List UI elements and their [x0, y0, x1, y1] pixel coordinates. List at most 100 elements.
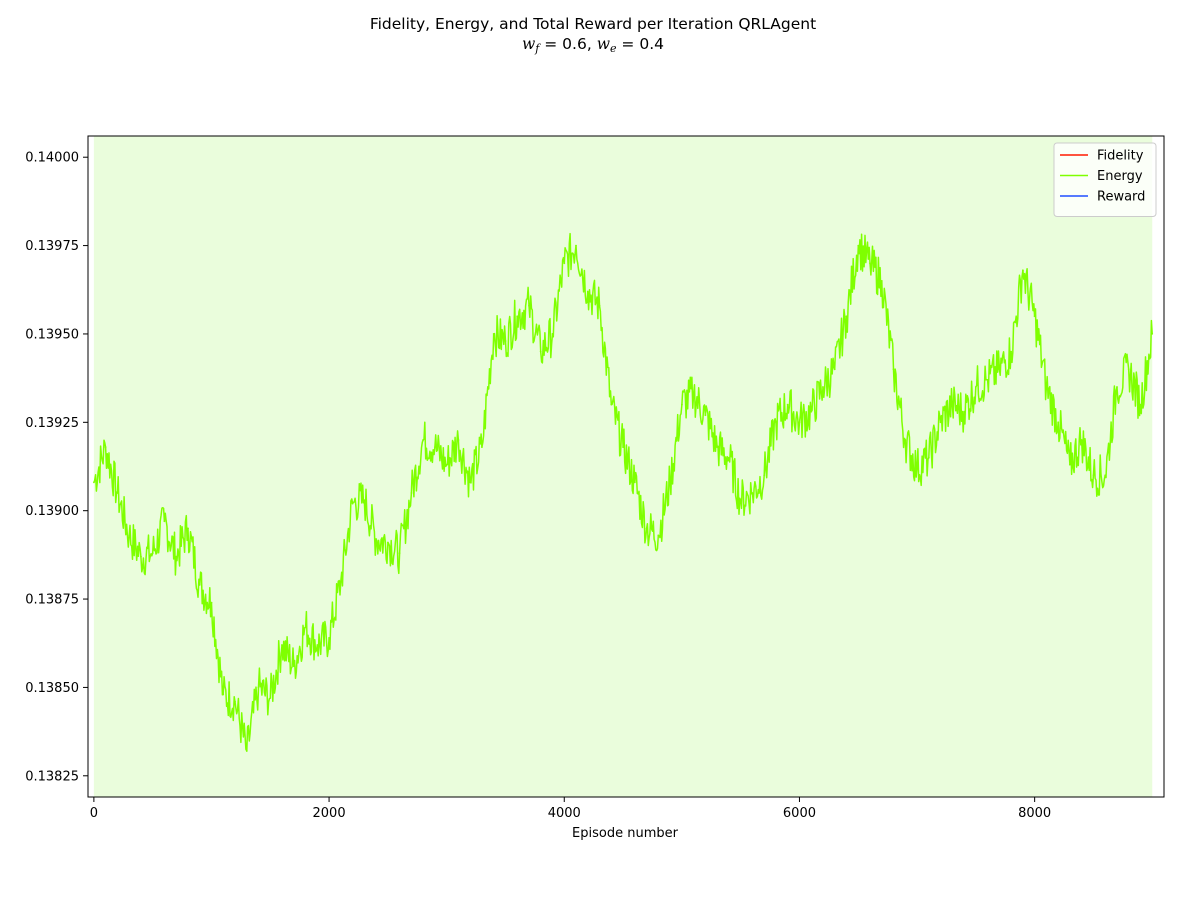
data-point — [598, 304, 601, 307]
data-point — [1069, 463, 1071, 466]
data-point — [822, 386, 824, 388]
data-point — [551, 333, 554, 335]
y-tick-label: 0.13950 — [25, 327, 79, 342]
data-point — [1151, 333, 1154, 335]
data-point — [810, 410, 813, 413]
wf-value: = 0.6, — [539, 35, 597, 53]
data-point — [104, 446, 107, 448]
ticks-layer: 0 2000 4000 6000 8000 0.13825 0.13850 0.13875 0.… — [25, 151, 1051, 821]
data-point — [1057, 421, 1060, 424]
y-tick-label: 0.13875 — [25, 593, 79, 608]
data-point — [892, 368, 895, 371]
data-point — [187, 527, 189, 530]
legend-label-energy: Energy — [1097, 169, 1143, 184]
data-point — [974, 386, 977, 388]
data-point — [869, 262, 871, 265]
data-point — [445, 463, 448, 466]
data-point — [163, 520, 166, 523]
data-point — [422, 439, 424, 441]
data-point — [492, 333, 495, 335]
data-point — [586, 290, 589, 293]
data-point — [1045, 386, 1048, 388]
axes-layer — [87, 135, 1165, 798]
x-tick-label: 4000 — [548, 806, 581, 821]
data-point — [751, 492, 754, 494]
data-point — [904, 439, 907, 441]
legend-label-reward: Reward — [1097, 190, 1145, 205]
data-point — [363, 499, 366, 501]
data-point — [763, 474, 766, 477]
data-point — [269, 697, 272, 699]
data-point — [539, 350, 542, 353]
data-point — [469, 481, 472, 484]
data-point — [998, 368, 1001, 371]
data-point — [916, 467, 918, 470]
y-tick-label: 0.13825 — [25, 769, 79, 784]
x-tick-label: 6000 — [783, 806, 816, 821]
data-point — [575, 244, 577, 247]
data-point — [116, 492, 119, 494]
axes-frame — [87, 135, 1165, 798]
data-point — [657, 534, 660, 537]
data-point — [1139, 403, 1142, 406]
x-tick-label: 2000 — [313, 806, 346, 821]
y-tick-label: 0.14000 — [25, 151, 79, 166]
data-point — [434, 446, 436, 448]
data-point — [257, 686, 260, 689]
data-point — [504, 340, 507, 342]
data-point — [316, 644, 319, 646]
we-value: = 0.4 — [616, 35, 664, 53]
data-point — [775, 421, 777, 424]
data-point — [528, 304, 530, 307]
shaded-region — [93, 136, 1153, 797]
data-point — [222, 693, 225, 696]
y-tick-label: 0.13925 — [25, 416, 79, 431]
data-point — [739, 499, 742, 501]
data-point — [398, 552, 401, 554]
x-tick-label: 0 — [90, 806, 98, 821]
data-point — [633, 481, 636, 484]
wf-subscript: f — [535, 42, 540, 55]
data-point — [645, 527, 648, 530]
data-point — [845, 315, 848, 318]
data-point — [833, 368, 836, 371]
data-point — [375, 538, 377, 540]
data-point — [716, 446, 718, 448]
data-point — [1092, 474, 1095, 477]
data-point — [93, 481, 95, 484]
data-point — [481, 446, 483, 448]
data-point — [198, 584, 201, 586]
x-tick-label: 8000 — [1018, 806, 1051, 821]
data-point — [1033, 315, 1036, 318]
wf-symbol: w — [521, 35, 536, 53]
legend: Fidelity Energy Reward — [1053, 142, 1157, 217]
data-point — [1104, 474, 1107, 477]
data-point — [128, 534, 131, 537]
data-point — [351, 502, 354, 505]
data-point — [728, 456, 730, 459]
data-point — [704, 414, 707, 417]
data-point — [798, 421, 801, 424]
data-point — [292, 665, 295, 668]
series-layer — [93, 232, 1154, 752]
data-point — [410, 492, 413, 494]
legend-label-fidelity: Fidelity — [1097, 149, 1144, 164]
data-point — [387, 541, 389, 544]
data-point — [281, 644, 283, 646]
data-point — [963, 410, 965, 413]
data-point — [516, 315, 519, 318]
chart-title: Fidelity, Energy, and Total Reward per I… — [369, 15, 817, 33]
data-point — [786, 403, 789, 406]
data-point — [951, 403, 954, 406]
chart-subtitle: wf = 0.6, we = 0.4 — [0, 34, 1186, 59]
data-point — [1080, 439, 1083, 441]
data-point — [339, 580, 342, 583]
data-point — [692, 393, 695, 395]
data-point — [669, 481, 671, 484]
data-point — [1010, 350, 1012, 353]
data-point — [880, 280, 883, 282]
data-point — [610, 403, 613, 406]
data-point — [140, 555, 142, 558]
data-point — [1127, 368, 1130, 371]
